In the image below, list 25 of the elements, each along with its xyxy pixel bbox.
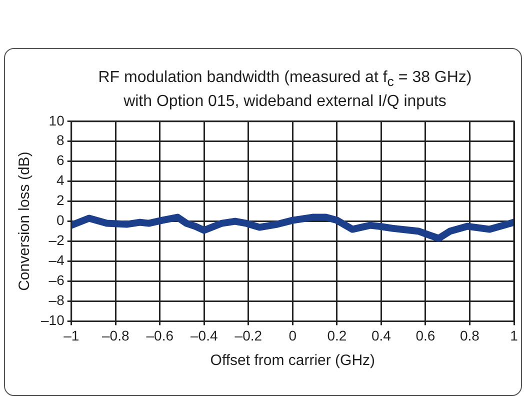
y-tick-label: –4 [48, 252, 65, 268]
y-tick-label: –8 [48, 292, 65, 308]
x-tick-label: –1 [64, 327, 80, 344]
y-tick-label: –6 [48, 272, 65, 288]
y-tick-label: 4 [56, 172, 65, 188]
y-tick-label: 10 [48, 112, 65, 128]
x-tick-label: 0.4 [371, 327, 392, 344]
x-tick-label: –0.4 [190, 327, 218, 344]
y-tick-label: –10 [41, 312, 65, 328]
chart-title: RF modulation bandwidth (measured at f$_{c}$ = 38 GHz) with Option 015, wideband external I/Q inputs [97, 68, 473, 112]
x-tick-label: 1 [510, 327, 518, 344]
x-tick-label: –0.2 [234, 327, 262, 344]
y-tick-label: 2 [56, 192, 65, 208]
x-tick-label: 0.6 [416, 327, 436, 344]
x-tick-label: 0.2 [327, 327, 347, 344]
x-tick-label: 0.8 [460, 327, 480, 344]
x-tick-label: 0 [288, 327, 297, 344]
y-tick-label: 6 [56, 152, 65, 168]
y-axis-title: Conversion loss (dB) [16, 152, 34, 291]
x-tick-label: –0.8 [102, 327, 130, 344]
x-axis-title: Offset from carrier (GHz) [210, 352, 376, 370]
x-tick-label: –0.6 [146, 327, 174, 344]
y-tick-label: –2 [48, 232, 65, 248]
y-tick-label: 8 [56, 132, 65, 148]
y-tick-label: 0 [56, 212, 65, 228]
